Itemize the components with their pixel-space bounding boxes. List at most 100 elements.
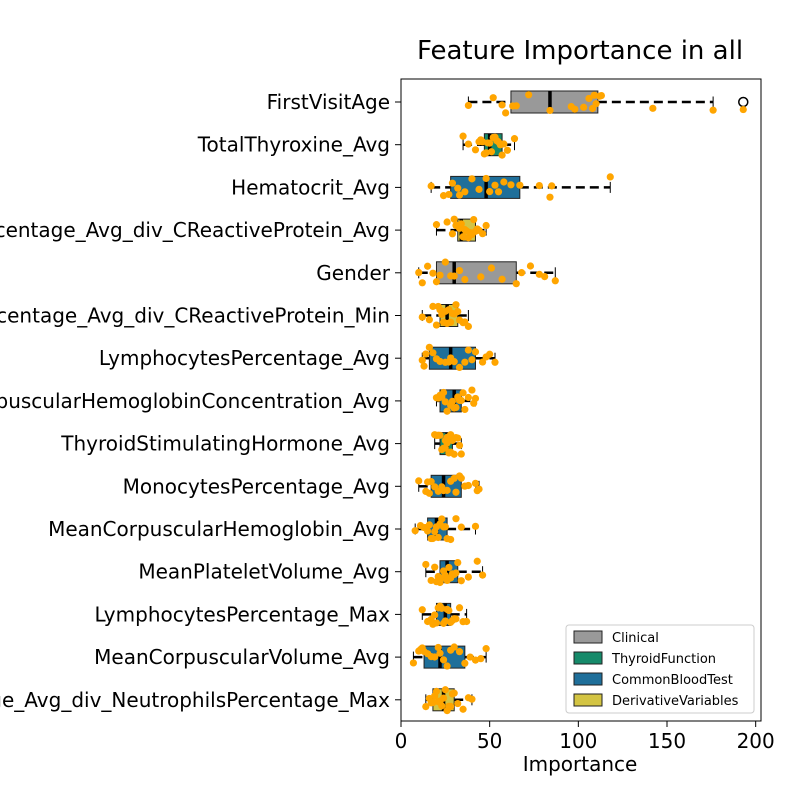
data-point <box>503 146 512 154</box>
feature-row: MonocytesPercentage_Avg <box>123 472 483 498</box>
data-point <box>439 656 448 664</box>
data-point <box>486 350 494 358</box>
data-point <box>447 431 455 439</box>
data-point <box>455 363 464 372</box>
y-tick-label: ThyroidStimulatingHormone_Avg <box>60 432 390 456</box>
data-point <box>450 215 458 223</box>
data-point <box>431 563 439 571</box>
data-point <box>470 215 478 224</box>
data-point <box>482 221 490 230</box>
data-point <box>459 132 467 140</box>
plot-frame <box>400 78 762 722</box>
data-point <box>434 533 442 542</box>
data-point <box>447 318 455 326</box>
data-point <box>491 181 499 189</box>
data-point <box>448 230 457 238</box>
feature-row: LymphocytesPercentage_Avg_div_CReactiveP… <box>0 215 490 242</box>
data-point <box>429 534 437 543</box>
feature-row: LymphocytesPercentage_Avg_div_Neutrophil… <box>0 686 476 715</box>
data-point <box>494 188 503 196</box>
data-point <box>464 322 472 331</box>
y-tick-label: LymphocytesPercentage_Avg_div_Neutrophil… <box>0 688 390 712</box>
data-point <box>461 358 469 366</box>
data-point <box>452 301 460 309</box>
data-point <box>452 515 460 523</box>
data-point <box>438 604 446 612</box>
data-point <box>475 485 483 493</box>
data-point <box>450 643 458 651</box>
data-point <box>551 277 559 285</box>
data-point <box>443 218 451 226</box>
data-point <box>432 321 441 329</box>
data-point <box>441 258 449 266</box>
data-point <box>548 182 556 190</box>
data-point <box>468 356 476 364</box>
data-point <box>425 343 433 351</box>
data-point <box>431 611 439 619</box>
data-point <box>457 450 465 458</box>
data-point <box>473 557 481 565</box>
legend-swatch <box>573 651 603 665</box>
data-point <box>422 703 430 711</box>
legend-label: ThyroidFunction <box>611 652 716 667</box>
data-point <box>580 103 588 111</box>
data-point <box>450 450 458 458</box>
data-point <box>471 348 480 356</box>
data-point <box>739 105 747 114</box>
x-tick-label: 150 <box>648 729 686 753</box>
data-point <box>487 148 496 156</box>
data-point <box>535 182 543 190</box>
data-point <box>498 275 506 283</box>
feature-row: LymphocytesPercentage_Avg_div_CReactiveP… <box>0 301 472 331</box>
data-point <box>461 188 469 196</box>
data-point <box>425 489 433 497</box>
data-point <box>424 262 432 270</box>
legend: Clinical ThyroidFunction CommonBloodTest De… <box>565 624 755 714</box>
data-point <box>441 523 449 531</box>
data-point <box>445 190 453 199</box>
y-tick-label: LymphocytesPercentage_Avg <box>99 346 390 370</box>
plot-area: FirstVisitAge TotalThyroxine_Avg Hematocri… <box>0 78 775 753</box>
data-point <box>478 571 487 579</box>
feature-row: Hematocrit_Avg <box>231 173 614 201</box>
data-point <box>468 175 476 183</box>
data-point <box>546 106 554 115</box>
data-point <box>463 617 471 626</box>
legend-swatch <box>573 630 603 644</box>
data-point <box>487 264 496 272</box>
x-tick-label: 200 <box>737 729 775 753</box>
data-point <box>457 474 465 482</box>
data-point <box>466 653 474 661</box>
legend-label: DerivativeVariables <box>612 694 739 709</box>
data-point <box>482 174 490 183</box>
data-point <box>455 648 464 656</box>
data-point <box>425 521 433 529</box>
data-point <box>477 655 485 663</box>
data-point <box>457 577 465 585</box>
feature-row: MeanPlateletVolume_Avg <box>138 557 487 587</box>
y-tick-label: LymphocytesPercentage_Avg_div_CReactiveP… <box>0 304 390 328</box>
data-point <box>432 278 441 286</box>
data-point <box>452 615 460 623</box>
data-point <box>461 275 469 284</box>
data-point <box>424 527 432 535</box>
data-point <box>418 356 426 364</box>
y-tick-label: Hematocrit_Avg <box>231 175 390 199</box>
data-point <box>454 307 462 316</box>
data-point <box>429 302 437 310</box>
data-point <box>455 441 464 450</box>
data-point <box>438 702 446 710</box>
data-point <box>422 350 430 358</box>
y-tick-label: MonocytesPercentage_Avg <box>123 474 390 498</box>
y-tick-label: MeanCorpuscularVolume_Avg <box>94 645 390 669</box>
x-axis-label: Importance <box>523 752 638 776</box>
data-point <box>418 313 426 321</box>
data-point <box>432 221 441 229</box>
data-point <box>502 109 510 117</box>
data-point <box>418 279 426 287</box>
legend-swatch <box>573 693 603 707</box>
data-point <box>454 699 462 708</box>
data-point <box>478 358 487 366</box>
data-point <box>427 182 435 190</box>
data-point <box>415 268 423 277</box>
